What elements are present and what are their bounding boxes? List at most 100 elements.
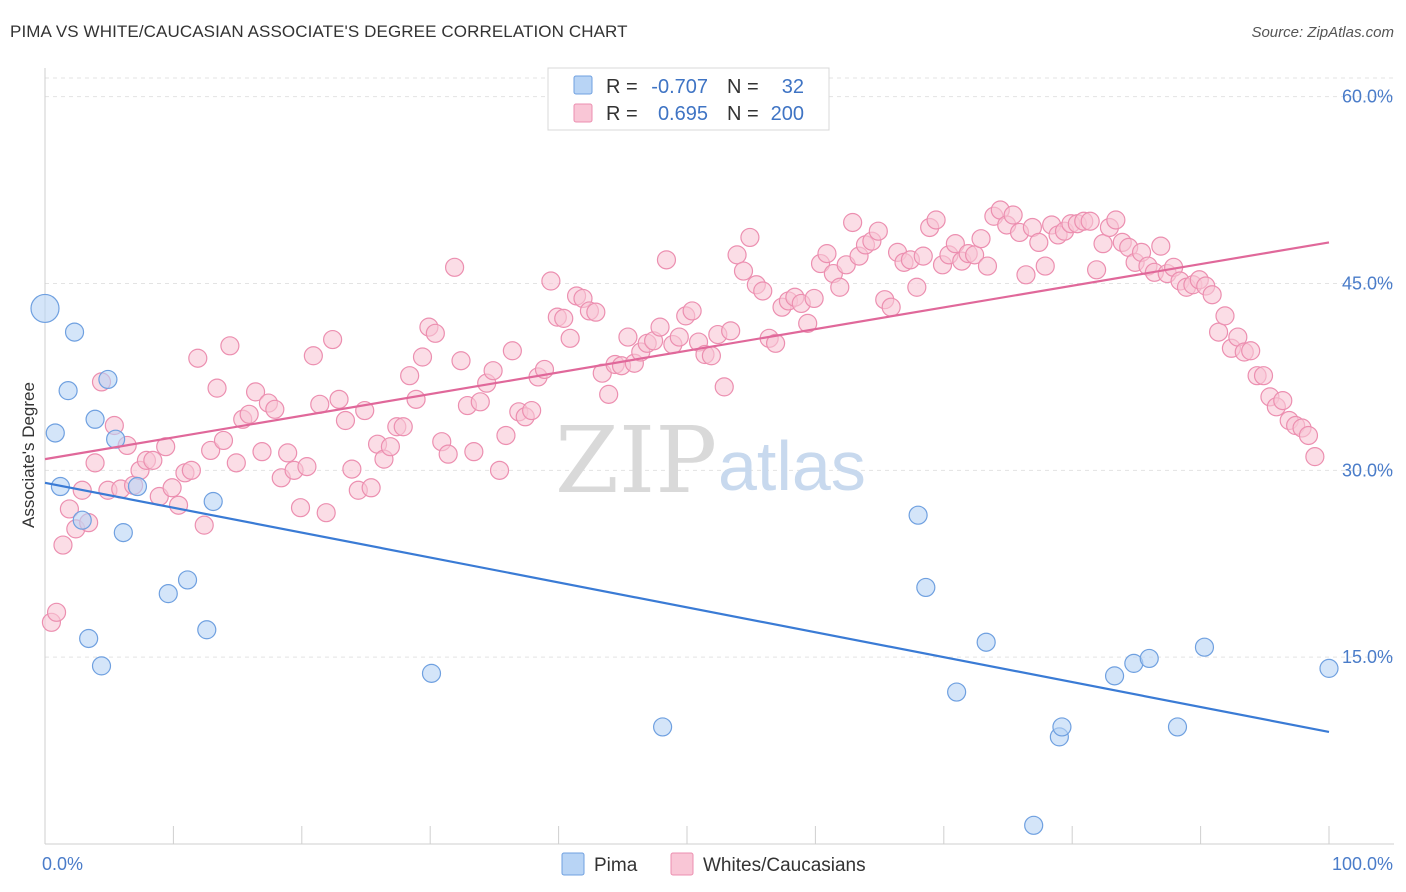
watermark-zip: ZIP [555,407,717,514]
data-point [727,245,747,265]
data-point [226,453,246,473]
x-tick-label: 0.0% [42,854,83,874]
data-point [438,444,458,464]
data-point [881,297,901,317]
series-pima [30,293,1339,835]
data-point [798,313,818,333]
y-axis-title: Associate's Degree [19,382,38,528]
data-point [162,478,182,498]
data-point [541,271,561,291]
data-point [316,503,336,523]
y-tick-label: 15.0% [1342,647,1393,667]
data-point [1241,341,1261,361]
grid-lines [45,77,1394,658]
data-point [113,523,133,543]
data-point [303,346,323,366]
data-point [1167,717,1188,737]
legend-n-label: N = [727,103,759,125]
data-point [1086,260,1107,280]
watermark-atlas: atlas [718,427,866,505]
data-point [586,302,606,322]
data-point [177,570,198,590]
data-point [98,369,118,390]
data-point [1139,648,1159,669]
data-point [451,351,471,371]
data-point [913,246,933,266]
data-point [1016,265,1036,285]
data-point [207,378,227,398]
data-point [342,459,362,479]
data-point [945,234,965,254]
data-point [1093,234,1113,254]
x-tick-label: 100.0% [1332,854,1393,874]
data-point [522,400,542,421]
data-point [701,346,721,366]
axes [44,68,1394,845]
data-point [143,450,163,470]
data-point [197,620,217,640]
data-point [502,341,522,361]
data-point [554,308,574,328]
data-point [650,317,670,337]
data-point [656,250,677,270]
data-point [1253,366,1274,386]
data-point [721,321,741,341]
data-point [1003,205,1023,225]
data-point [79,628,99,649]
data-point [91,656,112,676]
data-point [830,277,850,297]
data-point [329,389,349,409]
data-point [58,381,78,401]
data-point [733,261,754,281]
trend-lines [44,241,1330,733]
data-point [425,323,445,343]
data-point [290,498,311,518]
y-tick-label: 45.0% [1342,274,1393,294]
data-point [201,440,221,461]
legend-r-label: R = [606,76,638,98]
data-point [194,515,214,535]
data-point [400,366,420,386]
data-point [53,535,73,555]
chart-title: PIMA VS WHITE/CAUCASIAN ASSOCIATE'S DEGR… [10,22,628,41]
data-point [239,404,259,424]
data-point [1202,285,1222,305]
trend-line [44,241,1330,461]
data-point [220,336,240,356]
data-point [444,257,465,277]
data-point [335,410,356,431]
legend-box [547,67,830,131]
data-point [393,417,413,437]
data-point [1080,211,1100,231]
data-point [1273,390,1293,411]
y-tick-label: 60.0% [1342,87,1393,107]
data-point [765,333,786,353]
legend-r-value: 0.695 [658,103,708,125]
data-point [496,425,516,446]
legend-n-value: 200 [771,103,804,125]
data-point [653,717,673,737]
data-point [489,460,510,480]
data-point [843,212,863,233]
data-point [265,399,285,419]
data-point [599,384,619,404]
data-point [1298,425,1319,446]
bottom-legend-label-pima: Pima [594,855,638,876]
bottom-legend-swatch-pima [561,852,585,876]
y-tick-label: 30.0% [1342,460,1393,480]
data-point [1052,717,1072,737]
data-point [971,229,991,249]
data-point [907,277,927,297]
data-point [1319,658,1339,678]
data-point [297,457,317,477]
data-point [361,478,381,498]
data-point [46,602,67,622]
legend-swatch-pima [573,75,593,95]
data-point [908,505,928,525]
data-point [618,327,638,347]
data-point [1106,210,1126,230]
data-point [1024,815,1044,835]
data-point [168,495,189,515]
data-point [804,288,824,309]
